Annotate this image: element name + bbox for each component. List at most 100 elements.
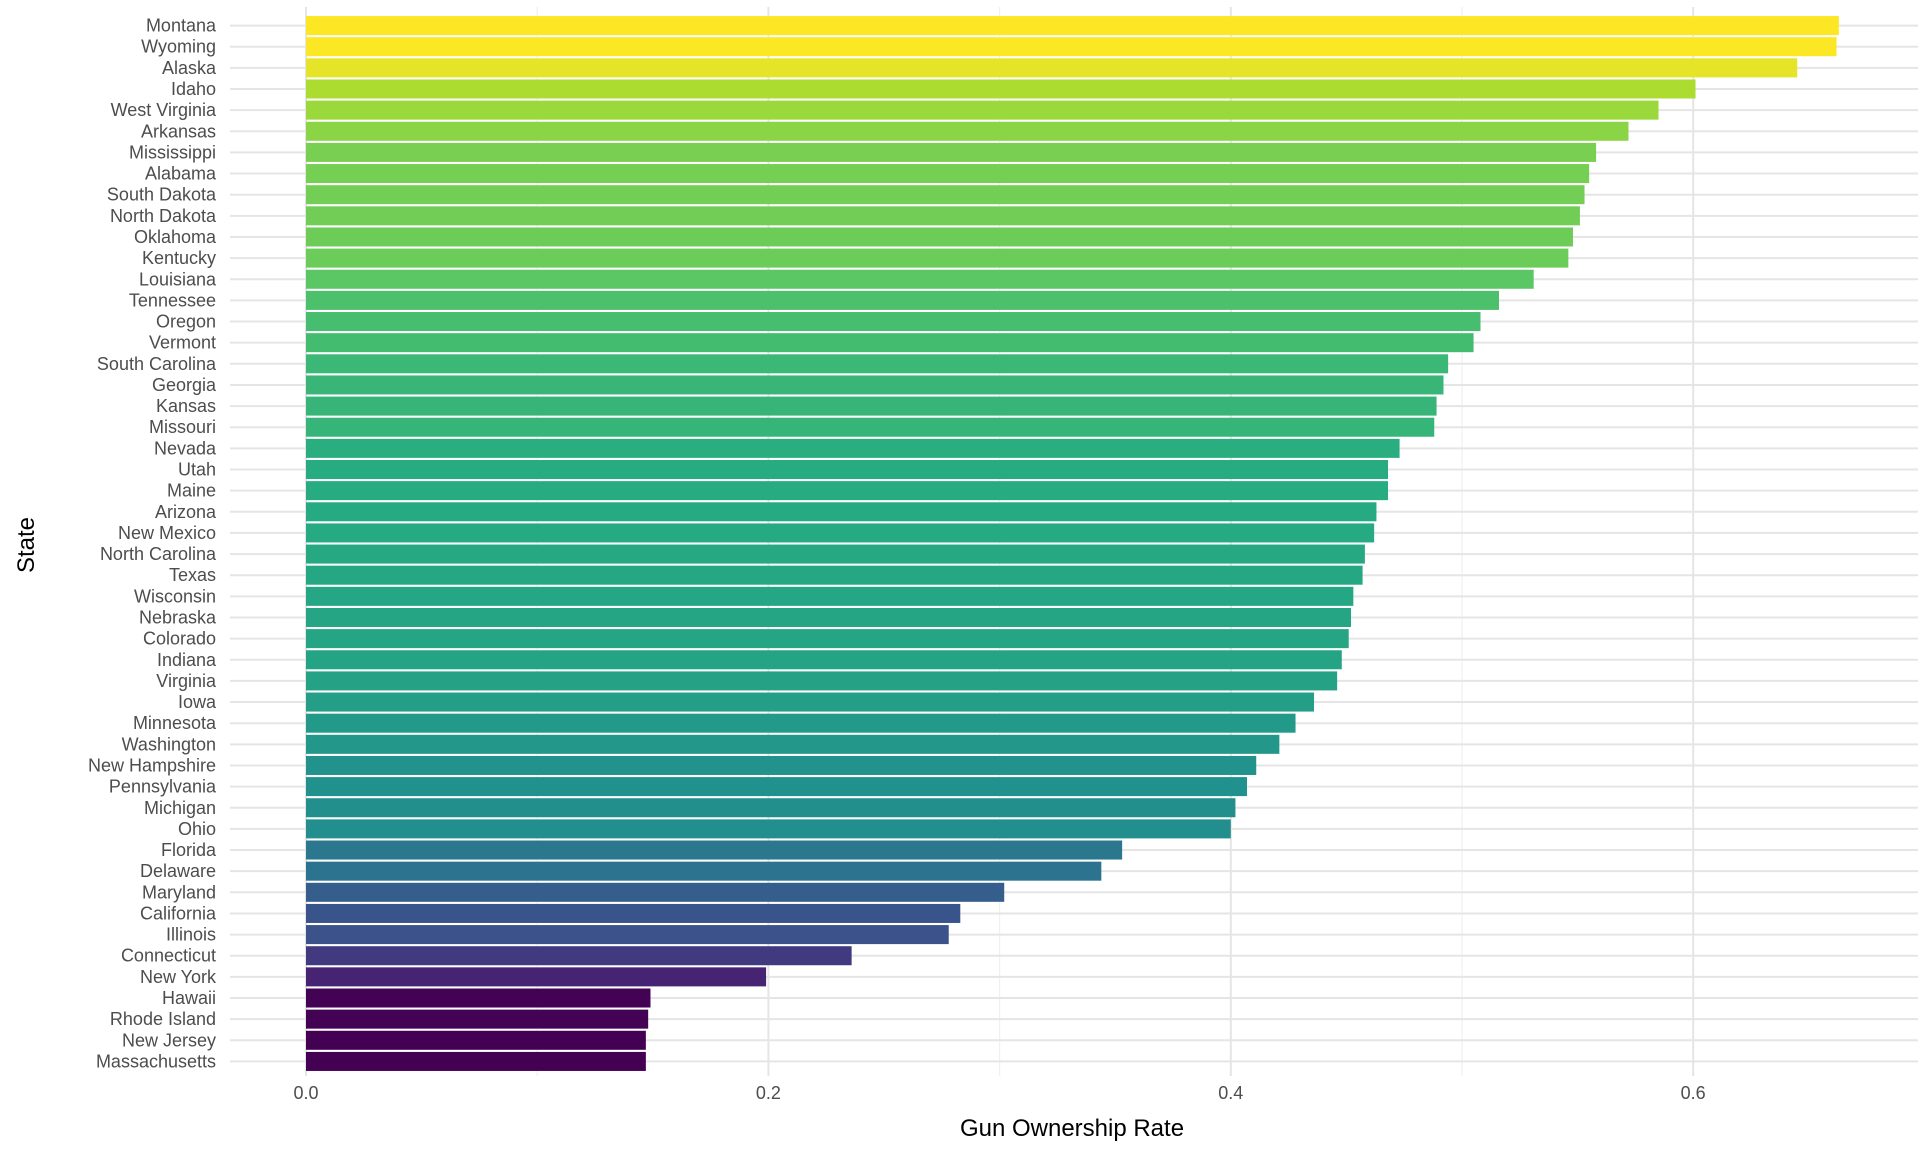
state-label: Minnesota: [133, 713, 217, 733]
state-label: Alabama: [145, 164, 217, 184]
state-label: Montana: [146, 16, 217, 36]
state-label: Pennsylvania: [109, 777, 217, 797]
state-label: New York: [140, 967, 217, 987]
bar-nebraska: [306, 607, 1352, 628]
x-axis-title: Gun Ownership Rate: [960, 1115, 1184, 1142]
state-label: Kansas: [156, 396, 216, 416]
state-label: Washington: [122, 734, 216, 754]
state-label: Arkansas: [141, 121, 216, 141]
bar-arkansas: [306, 121, 1629, 141]
state-label: Kentucky: [142, 248, 216, 268]
bar-georgia: [306, 375, 1444, 395]
state-label: Delaware: [140, 861, 216, 881]
bar-iowa: [306, 692, 1315, 712]
state-label: North Dakota: [110, 206, 217, 226]
bar-missouri: [306, 417, 1435, 437]
bar-new-hampshire: [306, 755, 1257, 775]
state-label: Nevada: [154, 438, 217, 458]
x-tick-label-layer: 0.0 0.2 0.4 0.6: [293, 1083, 1705, 1103]
state-label: Wyoming: [141, 37, 216, 57]
bar-alaska: [306, 58, 1798, 78]
state-label: Indiana: [157, 650, 217, 670]
bar-oklahoma: [306, 227, 1573, 247]
x-tick-label: 0.2: [756, 1083, 781, 1103]
state-label: North Carolina: [100, 544, 217, 564]
bar-mississippi: [306, 142, 1597, 162]
bar-utah: [306, 459, 1389, 480]
bar-indiana: [306, 650, 1342, 670]
bar-south-carolina: [306, 354, 1449, 374]
state-label: Nebraska: [139, 607, 217, 627]
bar-tennessee: [306, 290, 1499, 310]
bar-new-york: [306, 967, 767, 987]
state-label: Tennessee: [129, 290, 216, 310]
bar-colorado: [306, 629, 1349, 649]
bar-maryland: [306, 882, 1005, 902]
bar-nevada: [306, 438, 1400, 458]
bar-pennsylvania: [306, 777, 1247, 797]
state-label: Illinois: [166, 925, 216, 945]
state-label: Florida: [161, 840, 217, 860]
bar-florida: [306, 840, 1123, 860]
state-label: New Hampshire: [88, 755, 216, 775]
state-label: Maryland: [142, 882, 216, 902]
state-label: Texas: [169, 565, 216, 585]
bar-arizona: [306, 502, 1377, 522]
bar-michigan: [306, 798, 1236, 818]
bar-wisconsin: [306, 586, 1354, 606]
state-label: California: [140, 903, 217, 923]
bar-louisiana: [306, 269, 1534, 289]
bar-south-dakota: [306, 185, 1585, 205]
state-label: South Carolina: [97, 354, 217, 374]
bar-north-dakota: [306, 206, 1580, 226]
x-tick-label: 0.6: [1681, 1083, 1706, 1103]
x-tick-label: 0.4: [1218, 1083, 1243, 1103]
bar-new-jersey: [306, 1030, 646, 1050]
state-label: Iowa: [178, 692, 217, 712]
state-label: Utah: [178, 460, 216, 480]
bar-rhode-island: [306, 1009, 649, 1029]
bar-west-virginia: [306, 100, 1659, 120]
bar-oregon: [306, 312, 1481, 332]
state-label: Massachusetts: [96, 1051, 216, 1071]
state-label: New Mexico: [118, 523, 216, 543]
state-label: Wisconsin: [134, 586, 216, 606]
bar-delaware: [306, 861, 1102, 881]
state-label: New Jersey: [122, 1030, 216, 1050]
state-label: Mississippi: [129, 142, 216, 162]
bar-connecticut: [306, 946, 852, 966]
bar-alabama: [306, 164, 1590, 184]
y-axis-title: State: [13, 517, 40, 573]
bar-washington: [306, 734, 1280, 754]
bar-kentucky: [306, 248, 1569, 268]
state-label: Georgia: [152, 375, 217, 395]
state-label: Louisiana: [139, 269, 217, 289]
bar-wyoming: [306, 37, 1837, 57]
state-label: Ohio: [178, 819, 216, 839]
bar-layer: [306, 16, 1839, 1071]
x-tick-label: 0.0: [293, 1083, 318, 1103]
state-label: Rhode Island: [110, 1009, 216, 1029]
bar-vermont: [306, 333, 1474, 353]
state-label: Michigan: [144, 798, 216, 818]
bar-massachusetts: [306, 1051, 646, 1071]
bar-virginia: [306, 671, 1338, 691]
bar-minnesota: [306, 713, 1296, 733]
bar-texas: [306, 565, 1363, 585]
bar-new-mexico: [306, 523, 1375, 543]
state-label: Missouri: [149, 417, 216, 437]
state-label: Connecticut: [121, 946, 216, 966]
state-label: South Dakota: [107, 185, 217, 205]
bar-ohio: [306, 819, 1231, 839]
state-label: Oregon: [156, 312, 216, 332]
bar-illinois: [306, 925, 949, 945]
bar-california: [306, 903, 961, 923]
state-label: Oklahoma: [134, 227, 217, 247]
bar-maine: [306, 481, 1389, 501]
bar-montana: [306, 16, 1839, 36]
state-label: Arizona: [155, 502, 217, 522]
bar-idaho: [306, 79, 1696, 99]
